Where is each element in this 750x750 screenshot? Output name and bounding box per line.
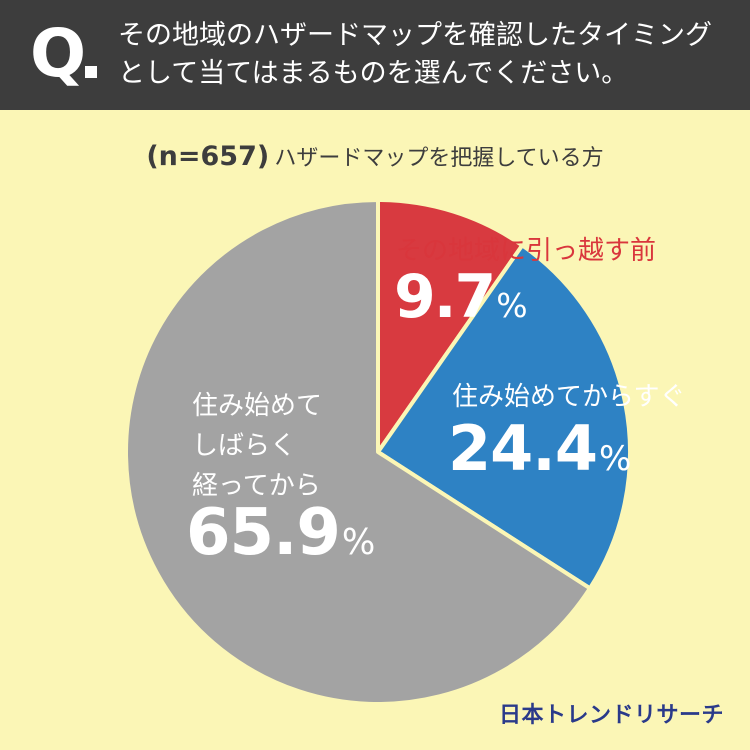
sample-population: ハザードマップを把握している方 xyxy=(274,146,604,171)
brand-logo: 日本トレンドリサーチ xyxy=(498,703,724,728)
q-dot xyxy=(85,66,97,78)
chart-subtitle: (n=657) ハザードマップを把握している方 xyxy=(0,140,750,172)
slice-label-after-a-while: 住み始めて しばらく 経ってから xyxy=(192,386,392,506)
pie-slice-after-a-while xyxy=(124,198,592,706)
slice-label-line: 経ってから xyxy=(192,471,321,501)
pie-slice-soon-after xyxy=(376,243,632,591)
slice-label-before-moving: その地域に引っ越す前 xyxy=(396,236,657,266)
slice-label-soon-after: 住み始めてからすぐ xyxy=(452,382,686,412)
slice-label-line: しばらく xyxy=(192,431,297,461)
slice-value-after-a-while: 65.9% xyxy=(186,496,375,570)
sample-size: (n=657) xyxy=(146,141,270,172)
pie-slice-before-moving xyxy=(376,198,525,454)
question-text: その地域のハザードマップを確認したタイミング として当てはまるものを選んでくださ… xyxy=(118,17,738,93)
question-header: Q その地域のハザードマップを確認したタイミング として当てはまるものを選んでく… xyxy=(0,0,750,110)
question-line-2: として当てはまるものを選んでください。 xyxy=(118,58,629,89)
slice-value-soon-after: 24.4% xyxy=(448,412,631,485)
question-line-1: その地域のハザードマップを確認したタイミング xyxy=(118,20,712,51)
slice-value-before-moving: 9.7% xyxy=(394,262,528,332)
q-mark: Q xyxy=(30,15,87,92)
slice-label-line: 住み始めて xyxy=(192,391,323,421)
